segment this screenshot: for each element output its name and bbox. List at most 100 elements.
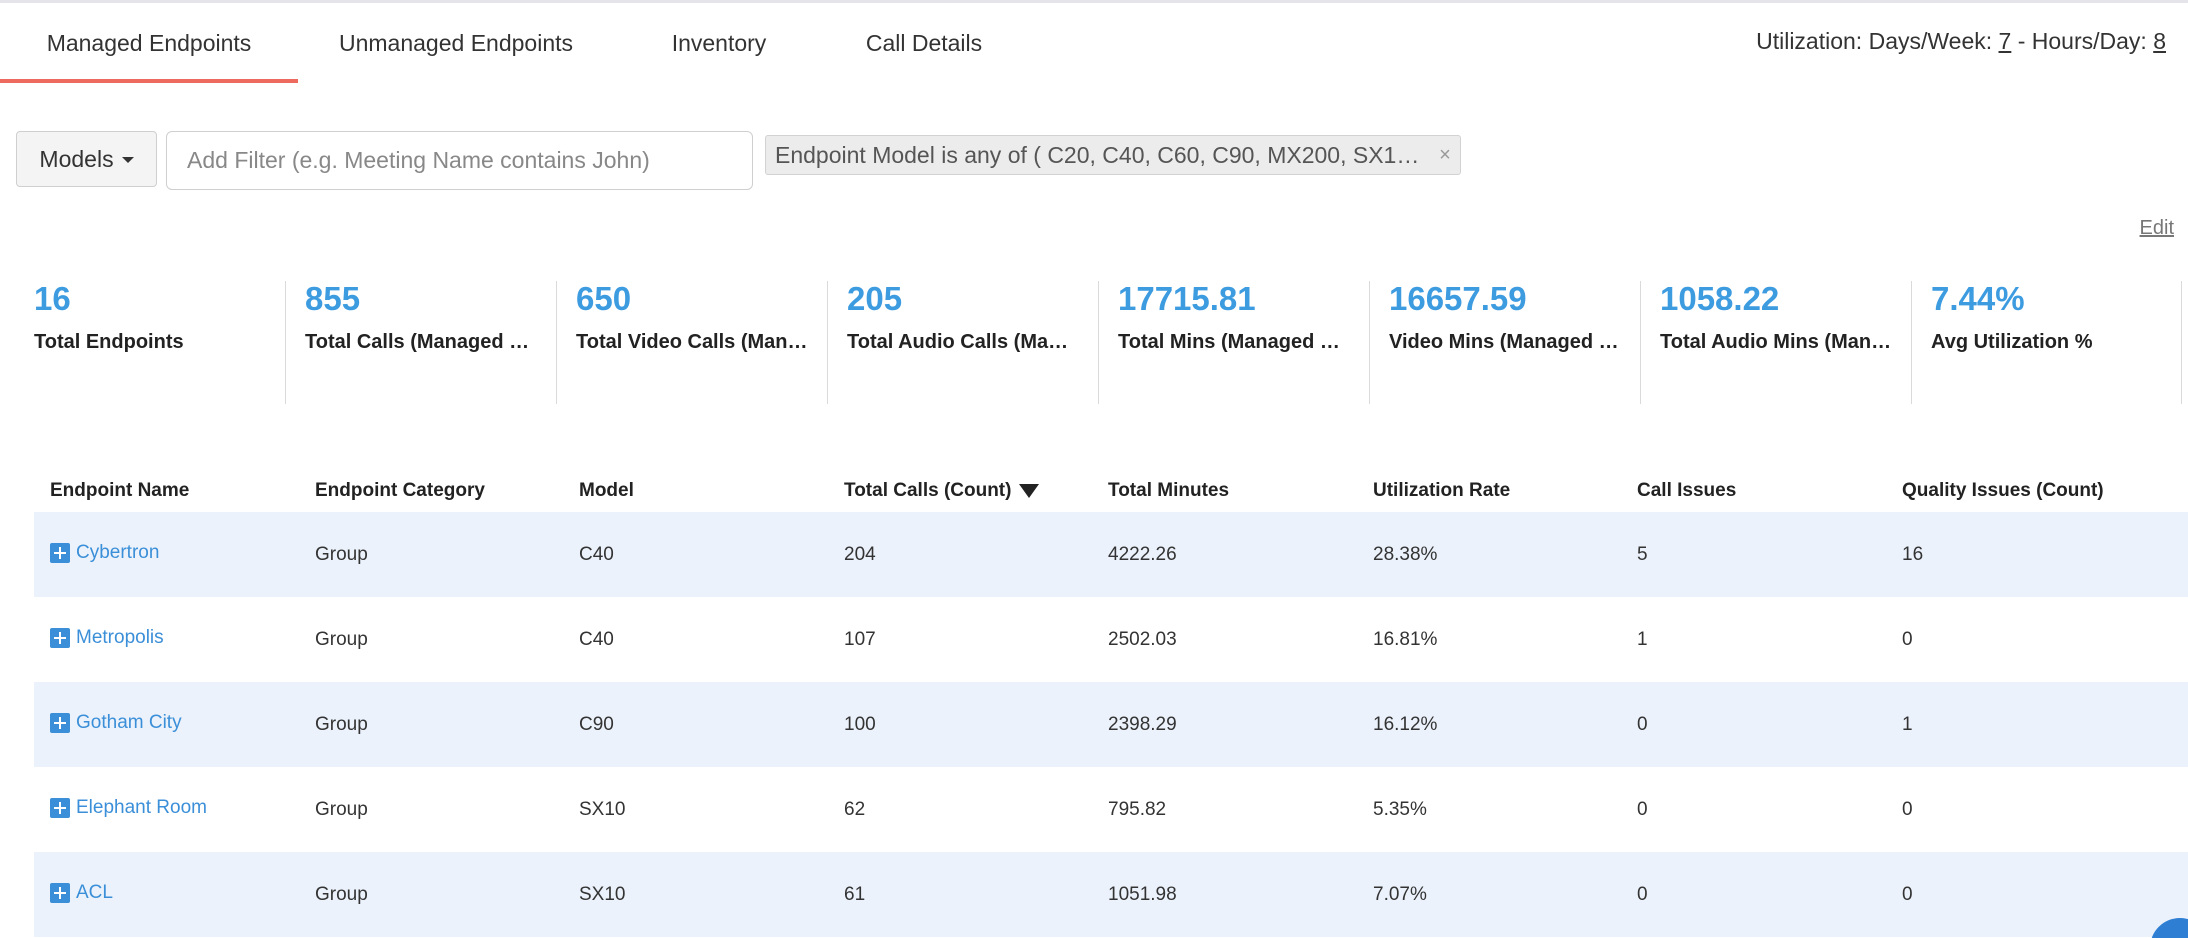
utilization-prefix: Utilization: Days/Week: bbox=[1756, 28, 1999, 54]
endpoint-name[interactable]: Cybertron bbox=[76, 541, 160, 563]
model-cell: C90 bbox=[579, 713, 614, 735]
tab-call-details[interactable]: Call Details bbox=[865, 29, 983, 56]
endpoint-link[interactable]: ACL bbox=[50, 882, 299, 904]
call-issues-cell: 5 bbox=[1637, 543, 1648, 565]
expand-plus-icon[interactable] bbox=[50, 797, 70, 818]
call-issues-cell: 0 bbox=[1637, 883, 1648, 905]
add-filter-input[interactable] bbox=[166, 131, 753, 190]
endpoint-category-cell: Group bbox=[315, 628, 368, 650]
stat-label: Avg Utilization % bbox=[1931, 331, 2093, 353]
expand-plus-icon[interactable] bbox=[50, 627, 70, 648]
stat-label: Total Video Calls (Managed Endpoints) bbox=[576, 331, 808, 353]
endpoint-link[interactable]: Cybertron bbox=[50, 542, 299, 564]
table-row: Elephant Room Group SX10 62 795.82 5.35%… bbox=[34, 767, 2188, 852]
quality-issues-cell: 1 bbox=[1902, 713, 1913, 735]
total-minutes-cell: 1051.98 bbox=[1108, 883, 1177, 905]
models-label: Models bbox=[39, 145, 114, 172]
utilization-middle: - Hours/Day: bbox=[2011, 28, 2154, 54]
quality-issues-cell: 0 bbox=[1902, 628, 1913, 650]
top-border bbox=[0, 0, 2188, 3]
utilization-rate-cell: 7.07% bbox=[1373, 883, 1427, 905]
total-calls-cell: 204 bbox=[844, 543, 876, 565]
total-minutes-cell: 795.82 bbox=[1108, 798, 1167, 820]
quality-issues-cell: 16 bbox=[1902, 543, 1924, 565]
column-header-model[interactable]: Model bbox=[579, 480, 634, 501]
endpoint-name[interactable]: ACL bbox=[76, 881, 113, 903]
hours-per-day-link[interactable]: 8 bbox=[2153, 28, 2166, 54]
stat-label: Video Mins (Managed Endpoints) bbox=[1389, 331, 1621, 353]
total-minutes-cell: 2398.29 bbox=[1108, 713, 1177, 735]
total-calls-cell: 62 bbox=[844, 798, 866, 820]
endpoints-table: Endpoint Name Endpoint Category Model To… bbox=[34, 470, 2188, 937]
model-cell: SX10 bbox=[579, 883, 626, 905]
column-header-endpoint-category[interactable]: Endpoint Category bbox=[315, 480, 485, 501]
stat-avg-utilization: 7.44% Avg Utilization % bbox=[1912, 281, 2182, 404]
close-icon[interactable]: × bbox=[1439, 143, 1451, 166]
endpoint-name-cell: Cybertron bbox=[34, 542, 299, 564]
stat-value: 17715.81 bbox=[1118, 280, 1256, 317]
table-row: Metropolis Group C40 107 2502.03 16.81% … bbox=[34, 597, 2188, 682]
stat-value: 650 bbox=[576, 280, 632, 317]
stat-value: 1058.22 bbox=[1660, 280, 1780, 317]
table-row: Cybertron Group C40 204 4222.26 28.38% 5… bbox=[34, 512, 2188, 597]
total-minutes-cell: 4222.26 bbox=[1108, 543, 1177, 565]
column-header-endpoint-name[interactable]: Endpoint Name bbox=[50, 480, 190, 501]
stat-value: 16657.59 bbox=[1389, 280, 1527, 317]
tab-unmanaged-endpoints[interactable]: Unmanaged Endpoints bbox=[339, 29, 573, 56]
table-row: ACL Group SX10 61 1051.98 7.07% 0 0 bbox=[34, 852, 2188, 937]
column-header-total-calls-label: Total Calls (Count) bbox=[844, 480, 1012, 501]
models-dropdown-button[interactable]: Models bbox=[16, 131, 157, 187]
column-header-total-minutes[interactable]: Total Minutes bbox=[1108, 480, 1230, 501]
call-issues-cell: 0 bbox=[1637, 713, 1648, 735]
expand-plus-icon[interactable] bbox=[50, 882, 70, 903]
column-header-utilization-rate[interactable]: Utilization Rate bbox=[1373, 480, 1511, 501]
sort-descending-icon[interactable] bbox=[1019, 483, 1040, 498]
model-cell: C40 bbox=[579, 628, 614, 650]
utilization-settings: Utilization: Days/Week: 7 - Hours/Day: 8 bbox=[1756, 28, 2166, 55]
endpoint-name[interactable]: Elephant Room bbox=[76, 796, 207, 818]
endpoint-link[interactable]: Elephant Room bbox=[50, 797, 299, 819]
total-calls-cell: 100 bbox=[844, 713, 876, 735]
stat-total-calls: 855 Total Calls (Managed Endpoints) bbox=[286, 281, 557, 404]
model-cell: C40 bbox=[579, 543, 614, 565]
stat-label: Total Calls (Managed Endpoints) bbox=[305, 331, 537, 353]
tab-managed-endpoints[interactable]: Managed Endpoints bbox=[0, 3, 298, 83]
utilization-rate-cell: 16.12% bbox=[1373, 713, 1438, 735]
total-minutes-cell: 2502.03 bbox=[1108, 628, 1177, 650]
column-header-quality-issues[interactable]: Quality Issues (Count) bbox=[1902, 480, 2104, 501]
quality-issues-cell: 0 bbox=[1902, 798, 1913, 820]
tab-bar: Managed Endpoints Unmanaged Endpoints In… bbox=[0, 3, 1024, 83]
column-header-total-calls[interactable]: Total Calls (Count) bbox=[828, 480, 1092, 502]
endpoint-link[interactable]: Metropolis bbox=[50, 627, 299, 649]
endpoint-category-cell: Group bbox=[315, 883, 368, 905]
caret-down-icon bbox=[121, 157, 134, 163]
column-header-call-issues[interactable]: Call Issues bbox=[1637, 480, 1737, 501]
endpoint-name-cell: Elephant Room bbox=[34, 797, 299, 819]
endpoint-category-cell: Group bbox=[315, 543, 368, 565]
quality-issues-cell: 0 bbox=[1902, 883, 1913, 905]
endpoint-link[interactable]: Gotham City bbox=[50, 712, 299, 734]
filter-chip[interactable]: Endpoint Model is any of ( C20, C40, C60… bbox=[765, 135, 1461, 175]
stat-total-mins: 17715.81 Total Mins (Managed Endpoints) bbox=[1099, 281, 1370, 404]
call-issues-cell: 1 bbox=[1637, 628, 1648, 650]
stat-total-endpoints: 16 Total Endpoints bbox=[15, 281, 286, 404]
utilization-rate-cell: 28.38% bbox=[1373, 543, 1438, 565]
stat-value: 855 bbox=[305, 280, 361, 317]
stat-label: Total Mins (Managed Endpoints) bbox=[1118, 331, 1350, 353]
table-row: Gotham City Group C90 100 2398.29 16.12%… bbox=[34, 682, 2188, 767]
expand-plus-icon[interactable] bbox=[50, 542, 70, 563]
edit-link[interactable]: Edit bbox=[2139, 217, 2174, 239]
stat-label: Total Endpoints bbox=[34, 331, 184, 353]
stat-value: 7.44% bbox=[1931, 280, 2025, 317]
stat-total-audio-calls: 205 Total Audio Calls (Managed Endpoints… bbox=[828, 281, 1099, 404]
stat-label: Total Audio Mins (Managed Endpoints) bbox=[1660, 331, 1892, 353]
stat-total-video-calls: 650 Total Video Calls (Managed Endpoints… bbox=[557, 281, 828, 404]
stat-value: 16 bbox=[34, 280, 71, 317]
endpoint-name[interactable]: Gotham City bbox=[76, 711, 182, 733]
tab-inventory[interactable]: Inventory bbox=[671, 29, 767, 56]
endpoint-name[interactable]: Metropolis bbox=[76, 626, 164, 648]
call-issues-cell: 0 bbox=[1637, 798, 1648, 820]
stat-total-audio-mins: 1058.22 Total Audio Mins (Managed Endpoi… bbox=[1641, 281, 1912, 404]
expand-plus-icon[interactable] bbox=[50, 712, 70, 733]
days-per-week-link[interactable]: 7 bbox=[1998, 28, 2012, 54]
